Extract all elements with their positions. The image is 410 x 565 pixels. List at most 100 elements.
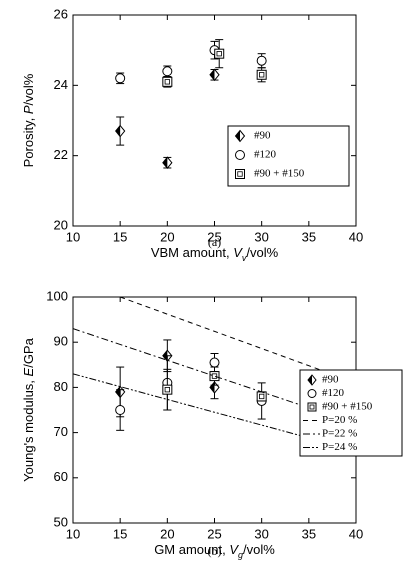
marker <box>235 169 245 179</box>
marker <box>234 129 246 143</box>
x-tick-label: 30 <box>254 229 268 244</box>
x-tick-label: 20 <box>160 229 174 244</box>
y-tick-label: 80 <box>54 379 68 394</box>
marker <box>307 402 317 412</box>
marker-half <box>308 375 312 385</box>
marker-outer <box>209 371 220 382</box>
x-tick-label: 15 <box>113 526 127 541</box>
marker <box>115 124 126 138</box>
marker <box>162 384 173 395</box>
caption: (a) <box>208 235 221 249</box>
marker <box>256 55 267 66</box>
label-part: P <box>21 105 36 114</box>
legend-label: P=24 % <box>322 441 357 453</box>
marker <box>209 371 220 382</box>
marker-inner <box>211 373 218 379</box>
legend-label: P=20 % <box>322 414 357 426</box>
label-part: GM amount, <box>154 542 229 557</box>
legend-label: #90 <box>322 374 339 386</box>
plot-area <box>115 39 267 169</box>
y-tick-label: 26 <box>54 6 68 21</box>
x-axis-label: GM amount, Vg/vol% <box>154 542 275 560</box>
y-tick-label: 70 <box>54 424 68 439</box>
x-tick-label: 25 <box>207 229 221 244</box>
marker-half <box>210 69 215 81</box>
legend-box <box>299 369 403 457</box>
marker <box>115 405 126 415</box>
label-part: v <box>242 253 247 263</box>
legend-label: #120 <box>254 149 277 161</box>
marker <box>307 374 317 386</box>
marker <box>162 76 173 87</box>
legend-label: #120 <box>322 387 345 399</box>
legend-box <box>227 125 350 187</box>
y-axis-label: Young's modulus, E/GPa <box>21 337 36 481</box>
legend: #90 #120 #90 + #150 <box>227 125 350 187</box>
label-part: /vol% <box>246 245 278 260</box>
marker-inner <box>237 171 243 177</box>
label-part: V <box>229 542 239 557</box>
label-part: E <box>21 367 36 376</box>
x-tick-label: 10 <box>66 526 80 541</box>
x-tick-label: 35 <box>302 526 316 541</box>
legend-label: #90 <box>254 130 271 142</box>
marker-inner <box>259 393 265 400</box>
marker-half <box>115 386 121 398</box>
x-tick-label: 25 <box>207 526 221 541</box>
marker <box>162 66 173 77</box>
label-part: /vol% <box>243 542 275 557</box>
y-tick-label: 100 <box>46 288 68 303</box>
marker-half <box>162 157 168 169</box>
y-tick-label: 24 <box>54 77 68 92</box>
marker-outer <box>307 402 317 412</box>
marker <box>307 389 317 398</box>
marker <box>209 68 220 82</box>
label-part: g <box>238 550 243 560</box>
legend-label: #90 + #150 <box>322 401 373 413</box>
y-tick-label: 90 <box>54 334 68 349</box>
marker <box>162 156 173 169</box>
marker-outer <box>256 391 267 402</box>
y-tick-label: 20 <box>54 217 68 232</box>
marker-outer <box>162 76 173 87</box>
marker <box>214 48 225 59</box>
marker-inner <box>309 404 315 410</box>
marker-outer <box>214 48 225 59</box>
label-part: /GPa <box>21 337 36 367</box>
marker-outer <box>235 169 245 179</box>
y-tick-label: 22 <box>54 147 68 162</box>
y-tick-label: 50 <box>54 514 68 529</box>
line-series <box>119 297 356 384</box>
marker-inner <box>259 72 265 78</box>
x-tick-label: 40 <box>349 526 363 541</box>
label-part: Porosity, <box>21 114 36 167</box>
y-axis-label: Porosity, P/vol% <box>21 73 36 167</box>
x-tick-label: 30 <box>254 526 268 541</box>
marker <box>115 73 126 84</box>
marker-inner <box>164 79 170 85</box>
marker-outer <box>256 69 267 80</box>
label-part: V <box>233 245 243 260</box>
legend-label: P=22 % <box>322 428 357 440</box>
marker-inner <box>216 51 222 57</box>
label-part: VBM amount, <box>151 245 233 260</box>
label-part: Young's modulus, <box>21 376 36 481</box>
marker <box>256 69 267 80</box>
x-tick-label: 10 <box>66 229 80 244</box>
x-tick-label: 35 <box>302 229 316 244</box>
x-tick-label: 40 <box>349 229 363 244</box>
x-axis-label: VBM amount, Vv/vol% <box>151 245 279 263</box>
label-part: /vol% <box>21 73 36 105</box>
marker <box>235 150 245 160</box>
marker-half <box>115 125 121 137</box>
y-tick-label: 60 <box>54 469 68 484</box>
line-series <box>73 328 356 425</box>
x-tick-label: 15 <box>113 229 127 244</box>
marker-half <box>235 130 240 142</box>
legend-label: #90 + #150 <box>254 168 305 180</box>
marker-inner <box>164 387 170 393</box>
x-tick-label: 20 <box>160 526 174 541</box>
marker <box>209 357 220 368</box>
